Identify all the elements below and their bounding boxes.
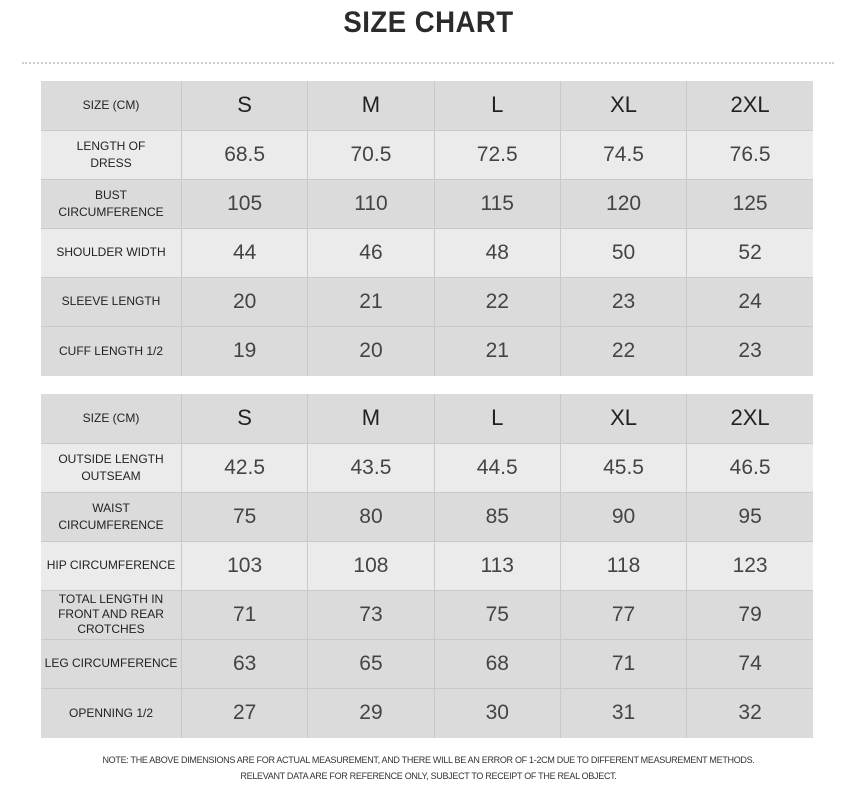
row-label: HIP CIRCUMFERENCE [41,541,182,591]
bottom-size-table: SIZE (CM) S M L XL 2XL OUTSIDE LENGTH OU… [41,394,813,738]
cell: 125 [686,179,813,229]
cell: 24 [686,277,813,327]
cell: 52 [686,228,813,278]
cell: 45.5 [560,443,688,493]
row-label: OPENNING 1/2 [41,688,182,738]
table-row: LENGTH OF DRESS 68.5 70.5 72.5 74.5 76.5 [41,130,813,180]
size-s: S [181,394,309,444]
cell: 90 [560,492,688,542]
cell: 19 [181,326,309,376]
row-label: CUFF LENGTH 1/2 [41,326,182,376]
note-line-2: RELEVANT DATA ARE FOR REFERENCE ONLY, SU… [240,771,617,781]
table-row: OPENNING 1/2 27 29 30 31 32 [41,688,813,738]
cell: 46.5 [686,443,813,493]
cell: 23 [686,326,813,376]
table-row: SLEEVE LENGTH 20 21 22 23 24 [41,277,813,327]
table-row: HIP CIRCUMFERENCE 103 108 113 118 123 [41,541,813,591]
table-row: CUFF LENGTH 1/2 19 20 21 22 23 [41,326,813,376]
cell: 21 [307,277,435,327]
table-header-row: SIZE (CM) S M L XL 2XL [41,81,813,131]
row-label: OUTSIDE LENGTH OUTSEAM [41,443,182,493]
size-2xl: 2XL [686,394,813,444]
row-label: SLEEVE LENGTH [41,277,182,327]
cell: 108 [307,541,435,591]
cell: 73 [307,590,435,640]
cell: 32 [686,688,813,738]
cell: 115 [434,179,561,229]
cell: 42.5 [181,443,309,493]
cell: 68.5 [181,130,309,180]
size-m: M [307,394,435,444]
size-2xl: 2XL [686,81,813,131]
cell: 22 [434,277,561,327]
row-label: SHOULDER WIDTH [41,228,182,278]
header-label: SIZE (CM) [41,394,182,444]
table-row: SHOULDER WIDTH 44 46 48 50 52 [41,228,813,278]
size-m: M [307,81,435,131]
table-header-row: SIZE (CM) S M L XL 2XL [41,394,813,444]
cell: 31 [560,688,688,738]
cell: 80 [307,492,435,542]
cell: 85 [434,492,561,542]
cell: 103 [181,541,309,591]
dotted-divider [22,62,834,64]
cell: 22 [560,326,688,376]
cell: 46 [307,228,435,278]
page-title: SIZE CHART [343,6,514,39]
cell: 79 [686,590,813,640]
cell: 95 [686,492,813,542]
table-row: OUTSIDE LENGTH OUTSEAM 42.5 43.5 44.5 45… [41,443,813,493]
cell: 27 [181,688,309,738]
cell: 113 [434,541,561,591]
row-label: WAIST CIRCUMFERENCE [41,492,182,542]
cell: 71 [560,639,688,689]
cell: 70.5 [307,130,435,180]
header-label: SIZE (CM) [41,81,182,131]
row-label: BUST CIRCUMFERENCE [41,179,182,229]
cell: 76.5 [686,130,813,180]
cell: 74.5 [560,130,688,180]
cell: 72.5 [434,130,561,180]
cell: 110 [307,179,435,229]
cell: 23 [560,277,688,327]
row-label: LENGTH OF DRESS [41,130,182,180]
table-row: BUST CIRCUMFERENCE 105 110 115 120 125 [41,179,813,229]
table-row: TOTAL LENGTH IN FRONT AND REAR CROTCHES … [41,590,813,640]
row-label: TOTAL LENGTH IN FRONT AND REAR CROTCHES [41,590,182,640]
cell: 44.5 [434,443,561,493]
size-l: L [434,81,561,131]
cell: 20 [307,326,435,376]
cell: 71 [181,590,309,640]
cell: 44 [181,228,309,278]
note-line-1: NOTE: THE ABOVE DIMENSIONS ARE FOR ACTUA… [102,755,755,765]
cell: 65 [307,639,435,689]
cell: 74 [686,639,813,689]
cell: 30 [434,688,561,738]
size-xl: XL [560,81,688,131]
cell: 50 [560,228,688,278]
cell: 48 [434,228,561,278]
top-size-table: SIZE (CM) S M L XL 2XL LENGTH OF DRESS 6… [41,81,813,376]
table-row: WAIST CIRCUMFERENCE 75 80 85 90 95 [41,492,813,542]
cell: 105 [181,179,309,229]
cell: 43.5 [307,443,435,493]
cell: 29 [307,688,435,738]
cell: 123 [686,541,813,591]
cell: 118 [560,541,688,591]
cell: 63 [181,639,309,689]
cell: 68 [434,639,561,689]
cell: 75 [434,590,561,640]
cell: 120 [560,179,688,229]
table-row: LEG CIRCUMFERENCE 63 65 68 71 74 [41,639,813,689]
cell: 20 [181,277,309,327]
cell: 21 [434,326,561,376]
cell: 77 [560,590,688,640]
size-s: S [181,81,309,131]
cell: 75 [181,492,309,542]
size-xl: XL [560,394,688,444]
row-label: LEG CIRCUMFERENCE [41,639,182,689]
size-l: L [434,394,561,444]
